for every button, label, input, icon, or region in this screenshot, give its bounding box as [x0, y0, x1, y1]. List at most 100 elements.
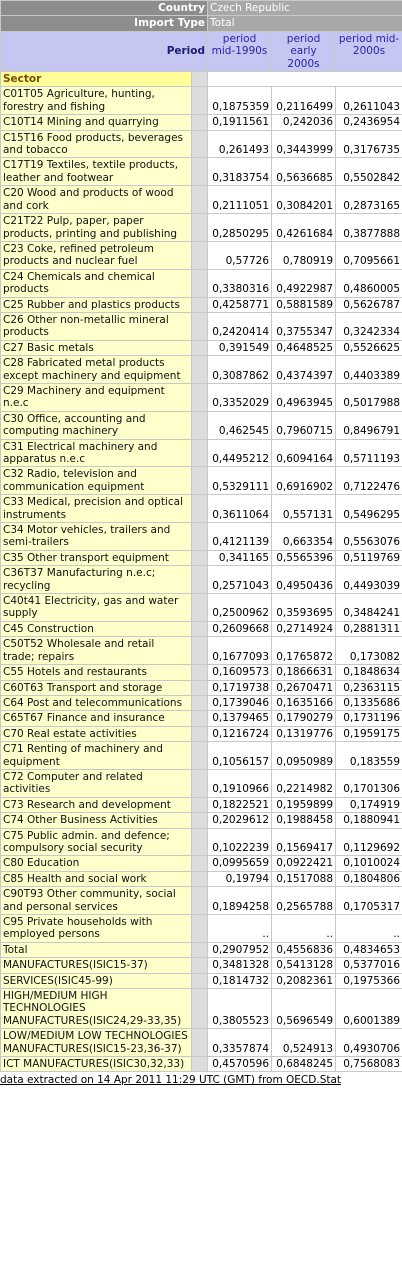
- value-cell: 0,4374397: [271, 355, 337, 384]
- data-row: C73 Research and development 0,1822521 0,1…: [0, 796, 402, 814]
- period-label: Period: [0, 30, 209, 73]
- value-cell: 0,1569417: [271, 827, 337, 857]
- value-cell: 0,6001389: [335, 988, 402, 1030]
- row-label: C73 Research and development: [0, 796, 192, 814]
- row-label: C95 Private households with employed per…: [0, 914, 192, 943]
- value-cell: 0,1814732: [207, 972, 273, 990]
- value-cell: 0,4570596: [207, 1056, 273, 1073]
- gap-cell: [190, 710, 209, 727]
- value-cell: 0,524913: [271, 1028, 337, 1058]
- value-cell: 0,5496295: [335, 494, 402, 524]
- data-row: C26 Other non-metallic mineral products 0…: [0, 311, 402, 341]
- row-label: C27 Basic metals: [0, 339, 192, 357]
- value-cell: 0,3611064: [207, 494, 273, 524]
- value-cell: 0,2565788: [271, 886, 337, 915]
- value-cell: 0,2873165: [335, 185, 402, 215]
- row-label: C34 Motor vehicles, trailers and semi-tr…: [0, 522, 192, 551]
- value-cell: 0,5881589: [271, 296, 337, 313]
- value-cell: 0,2436954: [335, 114, 402, 131]
- value-cell: 0,3443999: [271, 129, 337, 159]
- value-cell: 0,2881311: [335, 620, 402, 638]
- data-row: C45 Construction 0,2609668 0,2714924 0,2881…: [0, 620, 402, 638]
- value-cell: 0,1988458: [271, 812, 337, 829]
- value-cell: 0,5502842: [335, 157, 402, 187]
- value-cell: 0,2670471: [271, 679, 337, 696]
- value-cell: 0,1677093: [207, 636, 273, 666]
- data-row: C70 Real estate activities 0,1216724 0,131…: [0, 725, 402, 743]
- data-row: C90T93 Other community, social and perso…: [0, 886, 402, 915]
- data-row: C74 Other Business Activities 0,2029612 0,…: [0, 812, 402, 829]
- value-cell: 0,4950436: [271, 565, 337, 595]
- row-label: C85 Health and social work: [0, 870, 192, 888]
- row-label: C40t41 Electricity, gas and water supply: [0, 593, 192, 622]
- period-header: period early 2000s: [271, 30, 337, 73]
- data-row: C10T14 Mining and quarrying 0,1911561 0,24…: [0, 114, 402, 131]
- gap-cell: [190, 268, 209, 298]
- value-cell: 0,2611043: [335, 86, 402, 116]
- value-cell: 0,4261684: [271, 213, 337, 242]
- gap-cell: [190, 796, 209, 814]
- gap-cell: [190, 71, 209, 88]
- gap-cell: [190, 870, 209, 888]
- value-cell: 0,1319776: [271, 725, 337, 743]
- value-cell: 0,0995659: [207, 855, 273, 872]
- value-cell: 0,5377016: [335, 957, 402, 974]
- value-cell: 0,1804806: [335, 870, 402, 888]
- value-cell: 0,0922421: [271, 855, 337, 872]
- value-cell: 0,5563076: [335, 522, 402, 551]
- data-row: C33 Medical, precision and optical instr…: [0, 494, 402, 524]
- source-link[interactable]: data extracted on 14 Apr 2011 11:29 UTC …: [0, 1074, 342, 1087]
- row-label: C32 Radio, television and communication …: [0, 466, 192, 496]
- value-cell: 0,4258771: [207, 296, 273, 313]
- gap-cell: [190, 240, 209, 270]
- value-cell: 0,1894258: [207, 886, 273, 915]
- value-cell: 0,6916902: [271, 466, 337, 496]
- value-cell: 0,4963945: [271, 382, 337, 412]
- row-label: C35 Other transport equipment: [0, 549, 192, 567]
- data-row: C65T67 Finance and insurance 0,1379465 0,1…: [0, 710, 402, 727]
- value-cell: 0,242036: [271, 114, 337, 131]
- value-cell: 0,57726: [207, 240, 273, 270]
- value-cell: 0,1848634: [335, 664, 402, 681]
- data-row: C17T19 Textiles, textile products, leath…: [0, 157, 402, 187]
- value-cell: 0,5626787: [335, 296, 402, 313]
- row-label: C65T67 Finance and insurance: [0, 710, 192, 727]
- gap-cell: [190, 382, 209, 412]
- row-label: C24 Chemicals and chemical products: [0, 268, 192, 298]
- gap-cell: [190, 1056, 209, 1073]
- value-cell: 0,2609668: [207, 620, 273, 638]
- value-cell: ..: [335, 914, 402, 943]
- data-row: Total 0,2907952 0,4556836 0,4834653: [0, 941, 402, 959]
- value-cell: 0,2082361: [271, 972, 337, 990]
- data-row: LOW/MEDIUM LOW TECHNOLOGIES MANUFACTURES…: [0, 1028, 402, 1058]
- value-cell: 0,1379465: [207, 710, 273, 727]
- gap-cell: [190, 565, 209, 595]
- value-cell: 0,1731196: [335, 710, 402, 727]
- value-cell: 0,4495212: [207, 438, 273, 468]
- value-cell: 0,2571043: [207, 565, 273, 595]
- value-cell: 0,183559: [335, 741, 402, 770]
- value-cell: 0,1911561: [207, 114, 273, 131]
- value-cell: 0,1866631: [271, 664, 337, 681]
- data-row: C24 Chemicals and chemical products 0,338…: [0, 268, 402, 298]
- row-label: C36T37 Manufacturing n.e.c; recycling: [0, 565, 192, 595]
- value-cell: 0,1010024: [335, 855, 402, 872]
- value-cell: 0,3481328: [207, 957, 273, 974]
- data-table: Country Czech Republic Import Type Total P…: [0, 0, 402, 1073]
- gap-cell: [190, 296, 209, 313]
- value-cell: 0,557131: [271, 494, 337, 524]
- row-label: HIGH/MEDIUM HIGH TECHNOLOGIES MANUFACTUR…: [0, 988, 192, 1030]
- data-row: C71 Renting of machinery and equipment 0,…: [0, 741, 402, 770]
- gap-cell: [190, 679, 209, 696]
- data-row: C15T16 Food products, beverages and toba…: [0, 129, 402, 159]
- value-cell: 0,3484241: [335, 593, 402, 622]
- gap-cell: [190, 636, 209, 666]
- value-cell: 0,174919: [335, 796, 402, 814]
- data-row: C20 Wood and products of wood and cork 0,…: [0, 185, 402, 215]
- data-row: C60T63 Transport and storage 0,1719738 0,2…: [0, 679, 402, 696]
- row-label: C45 Construction: [0, 620, 192, 638]
- value-cell: 0,4930706: [335, 1028, 402, 1058]
- gap-cell: [190, 522, 209, 551]
- gap-cell: [190, 494, 209, 524]
- value-cell: 0,5696549: [271, 988, 337, 1030]
